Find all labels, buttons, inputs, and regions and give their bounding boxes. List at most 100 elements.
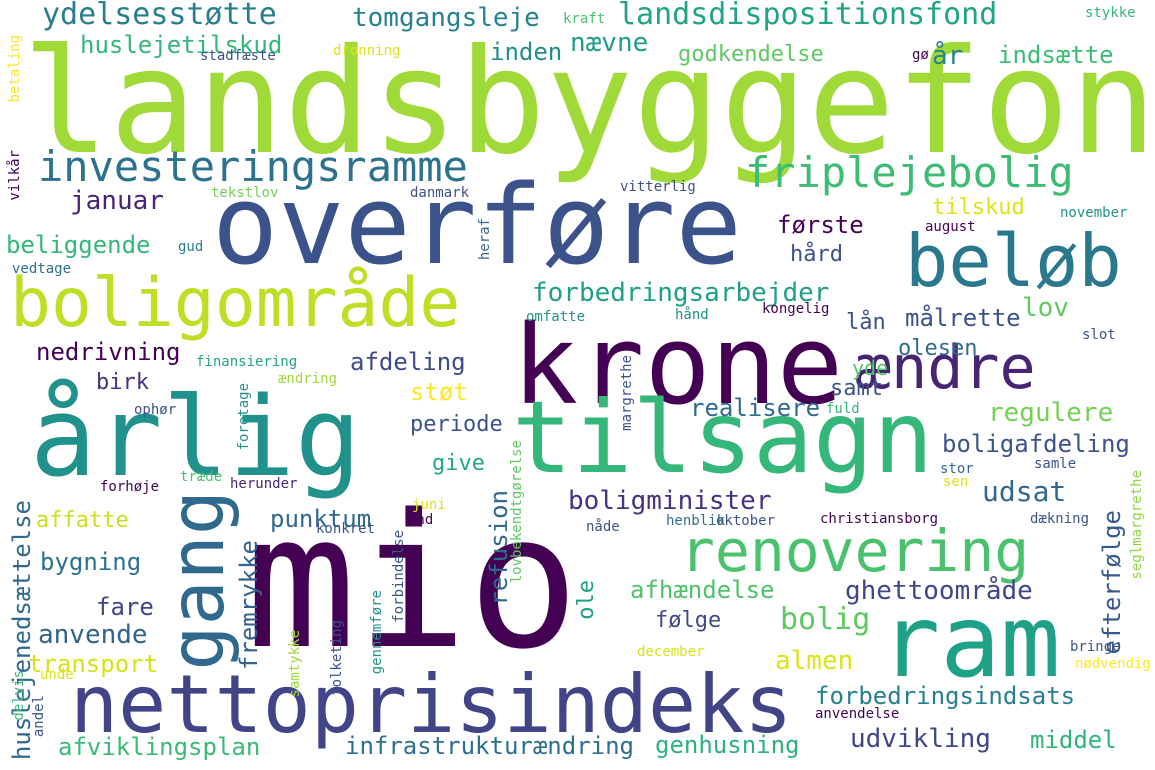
word-94: træde — [180, 469, 223, 485]
word-56: affatte — [36, 508, 129, 533]
word-64: nævne — [570, 28, 649, 58]
word-92: margrethe — [619, 355, 635, 431]
word-17: tomgangsleje — [352, 3, 540, 33]
word-65: inden — [490, 38, 563, 66]
word-26: afviklingsplan — [58, 733, 261, 761]
word-93: fuld — [826, 401, 860, 417]
word-8: boligområde — [10, 264, 461, 343]
word-50: punktum — [270, 505, 372, 533]
word-13: investeringsramme — [38, 142, 468, 191]
word-107: dækning — [1030, 511, 1090, 527]
word-72: kraft — [563, 11, 606, 27]
word-30: afhændelse — [630, 576, 775, 604]
word-114: unde — [40, 667, 74, 683]
word-21: bolig — [780, 602, 871, 637]
word-109: nåde — [586, 519, 620, 535]
word-100: sen — [943, 474, 969, 490]
word-20: udsat — [982, 475, 1067, 508]
word-1: mio — [245, 474, 580, 690]
word-66: godkendelse — [678, 42, 824, 67]
word-15: ydelsesstøtte — [42, 0, 277, 32]
word-22: infrastrukturændring — [345, 732, 634, 760]
word-27: forbedringsindsats — [815, 682, 1076, 710]
word-79: november — [1060, 205, 1128, 221]
word-0: landsbyggefond — [22, 18, 1155, 187]
word-101: seglmargrethe — [1129, 470, 1145, 580]
word-108: konkret — [316, 521, 376, 537]
word-18: forbedringsarbejder — [532, 278, 830, 308]
word-28: transport — [28, 650, 159, 678]
word-6: ram — [880, 583, 1061, 700]
word-96: herunder — [230, 476, 298, 492]
word-29: anvende — [38, 620, 148, 650]
word-90: foretage — [236, 383, 252, 451]
word-53: ole — [574, 580, 599, 620]
word-23: udvikling — [850, 724, 991, 754]
word-3: krone — [512, 301, 844, 429]
word-113: samtykke — [287, 630, 303, 698]
word-84: omfatte — [526, 309, 586, 325]
word-115: delvis — [11, 670, 27, 721]
word-47: støt — [410, 378, 468, 406]
word-9: beløb — [905, 219, 1122, 303]
word-39: lov — [1022, 293, 1069, 323]
word-14: friplejebolig — [745, 148, 1074, 197]
word-110: forbindelse — [391, 530, 407, 623]
word-80: august — [925, 219, 976, 235]
word-19: boligminister — [568, 486, 772, 516]
word-35: regulere — [988, 398, 1114, 428]
word-99: samle — [1034, 456, 1077, 472]
word-16: landsdispositionsfond — [618, 0, 998, 32]
word-37: realisere — [690, 394, 821, 422]
word-36: boligafdeling — [942, 430, 1130, 458]
word-11: renovering — [680, 517, 1030, 585]
word-78: vitterlig — [620, 179, 696, 195]
word-42: olesen — [898, 336, 978, 361]
word-61: tilskud — [932, 195, 1025, 220]
word-87: slot — [1082, 327, 1116, 343]
word-43: yde — [852, 356, 889, 380]
word-82: vedtage — [12, 261, 72, 277]
word-10: gang — [153, 490, 241, 671]
word-76: tekstlov — [211, 185, 279, 201]
word-69: gø — [912, 47, 929, 63]
word-32: almen — [775, 646, 854, 676]
word-25: genhusning — [655, 731, 800, 759]
word-98: stor — [940, 461, 974, 477]
word-75: vilkår — [7, 150, 23, 201]
word-31: ghettoområde — [845, 576, 1033, 606]
word-38: samt — [830, 376, 883, 401]
word-5: årlig — [30, 373, 362, 501]
word-34: efterfølge — [1098, 510, 1126, 655]
word-88: finansiering — [196, 354, 298, 370]
word-85: hånd — [675, 307, 709, 323]
word-55: fare — [96, 593, 154, 621]
word-46: birk — [96, 370, 149, 395]
word-24: middel — [1030, 726, 1117, 754]
word-58: beliggende — [6, 231, 151, 259]
word-97: lovbekendtgørelse — [509, 440, 525, 584]
word-119: december — [637, 644, 705, 660]
word-68: år — [932, 41, 964, 71]
word-51: fremrykke — [235, 540, 263, 671]
word-70: stadfæste — [200, 48, 276, 64]
word-71: dronning — [333, 43, 401, 59]
word-89: ændring — [278, 371, 338, 387]
word-49: give — [432, 451, 485, 476]
word-12: ændre — [855, 333, 1036, 403]
word-7: nettoprisindeks — [70, 658, 793, 751]
word-91: ophør — [134, 402, 177, 418]
word-44: afdeling — [350, 348, 466, 376]
word-45: nedrivning — [36, 338, 181, 366]
word-116: andel — [31, 695, 47, 738]
word-81: gud — [178, 239, 204, 255]
word-112: folketing — [329, 620, 345, 696]
word-111: gennemføre — [369, 590, 385, 675]
word-74: betaling — [7, 35, 23, 103]
word-86: kongelig — [762, 301, 830, 317]
word-54: bygning — [40, 548, 142, 576]
word-77: danmark — [410, 185, 470, 201]
word-105: oktober — [716, 513, 776, 529]
word-83: heraf — [477, 218, 493, 261]
word-67: indsætte — [998, 41, 1114, 69]
